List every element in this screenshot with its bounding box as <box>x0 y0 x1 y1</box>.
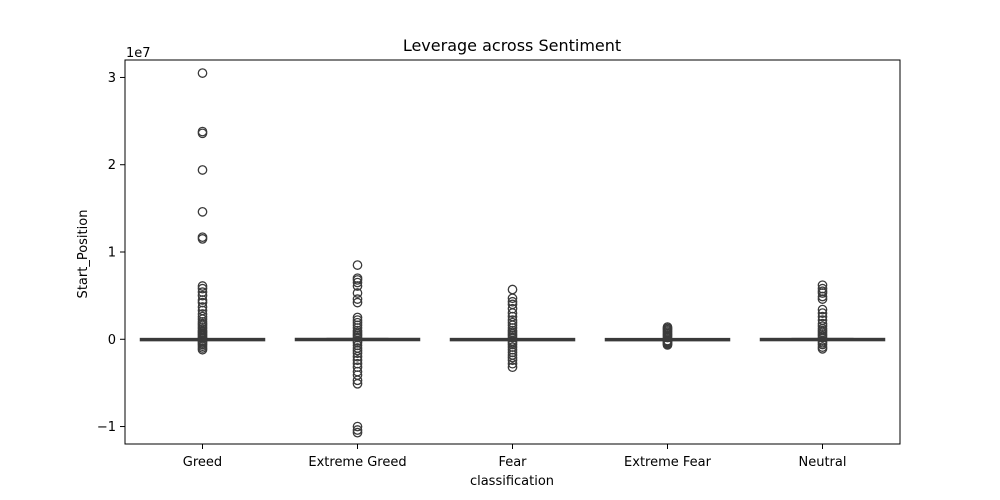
box-group <box>294 260 421 438</box>
outlier-point <box>507 355 518 366</box>
outlier-point <box>662 340 673 350</box>
x-tick-label: Fear <box>498 455 527 470</box>
x-tick-label: Extreme Fear <box>624 455 712 470</box>
outlier-point <box>352 275 363 285</box>
y-tick-label: 3 <box>108 71 116 86</box>
outlier-point <box>352 281 363 291</box>
box-group <box>759 280 886 354</box>
y-tick-label: −1 <box>97 420 116 435</box>
x-tick-label: Extreme Greed <box>308 455 406 470</box>
y-tick-label: 0 <box>108 333 116 348</box>
outlier-point <box>197 302 208 312</box>
outlier-point <box>507 358 518 369</box>
outlier-point <box>197 128 208 139</box>
outlier-point <box>352 378 363 389</box>
outlier-point <box>817 308 828 318</box>
outlier-point <box>817 311 828 322</box>
outlier-point <box>352 355 363 366</box>
outlier-point <box>352 375 363 386</box>
outlier-point <box>352 425 363 435</box>
outlier-point <box>197 344 208 355</box>
outlier-point <box>352 294 363 304</box>
outlier-point <box>352 345 363 356</box>
outlier-point <box>507 352 518 363</box>
y-tick-label: 1 <box>108 246 116 261</box>
outlier-point <box>817 294 828 304</box>
outlier-point <box>352 351 363 362</box>
outlier-point <box>197 68 208 78</box>
box-group <box>449 284 576 373</box>
chart-title: Leverage across Sentiment <box>403 36 621 55</box>
x-tick-label: Neutral <box>799 455 847 470</box>
outlier-point <box>507 362 518 373</box>
y-axis-offset-label: 1e7 <box>126 46 151 61</box>
x-tick-label: Greed <box>183 455 222 470</box>
outlier-point <box>817 339 828 350</box>
box-group <box>139 68 266 355</box>
outlier-point <box>662 332 673 343</box>
y-tick-label: 2 <box>108 158 116 173</box>
outlier-point <box>352 427 363 438</box>
outlier-point <box>817 288 828 298</box>
x-axis-title: classification <box>470 474 554 489</box>
outlier-point <box>352 348 363 359</box>
outlier-point <box>817 344 828 354</box>
outlier-point <box>197 295 208 305</box>
plot-area <box>139 68 886 438</box>
outlier-point <box>197 283 208 294</box>
outlier-point <box>197 165 208 175</box>
outlier-point <box>817 304 828 315</box>
outlier-point <box>352 260 363 270</box>
outlier-point <box>817 291 828 302</box>
outlier-point <box>352 297 363 308</box>
outlier-point <box>197 234 208 244</box>
outlier-point <box>507 332 518 343</box>
y-axis-title: Start_Position <box>76 210 91 299</box>
outlier-point <box>352 288 363 298</box>
outlier-point <box>352 421 363 432</box>
outlier-point <box>507 293 518 304</box>
outlier-point <box>197 290 208 301</box>
box-group <box>604 322 731 350</box>
outlier-point <box>507 308 518 318</box>
outlier-point <box>352 277 363 288</box>
outlier-point <box>197 207 208 217</box>
outlier-point <box>817 332 828 343</box>
outlier-point <box>507 296 518 307</box>
outlier-point <box>197 281 208 291</box>
